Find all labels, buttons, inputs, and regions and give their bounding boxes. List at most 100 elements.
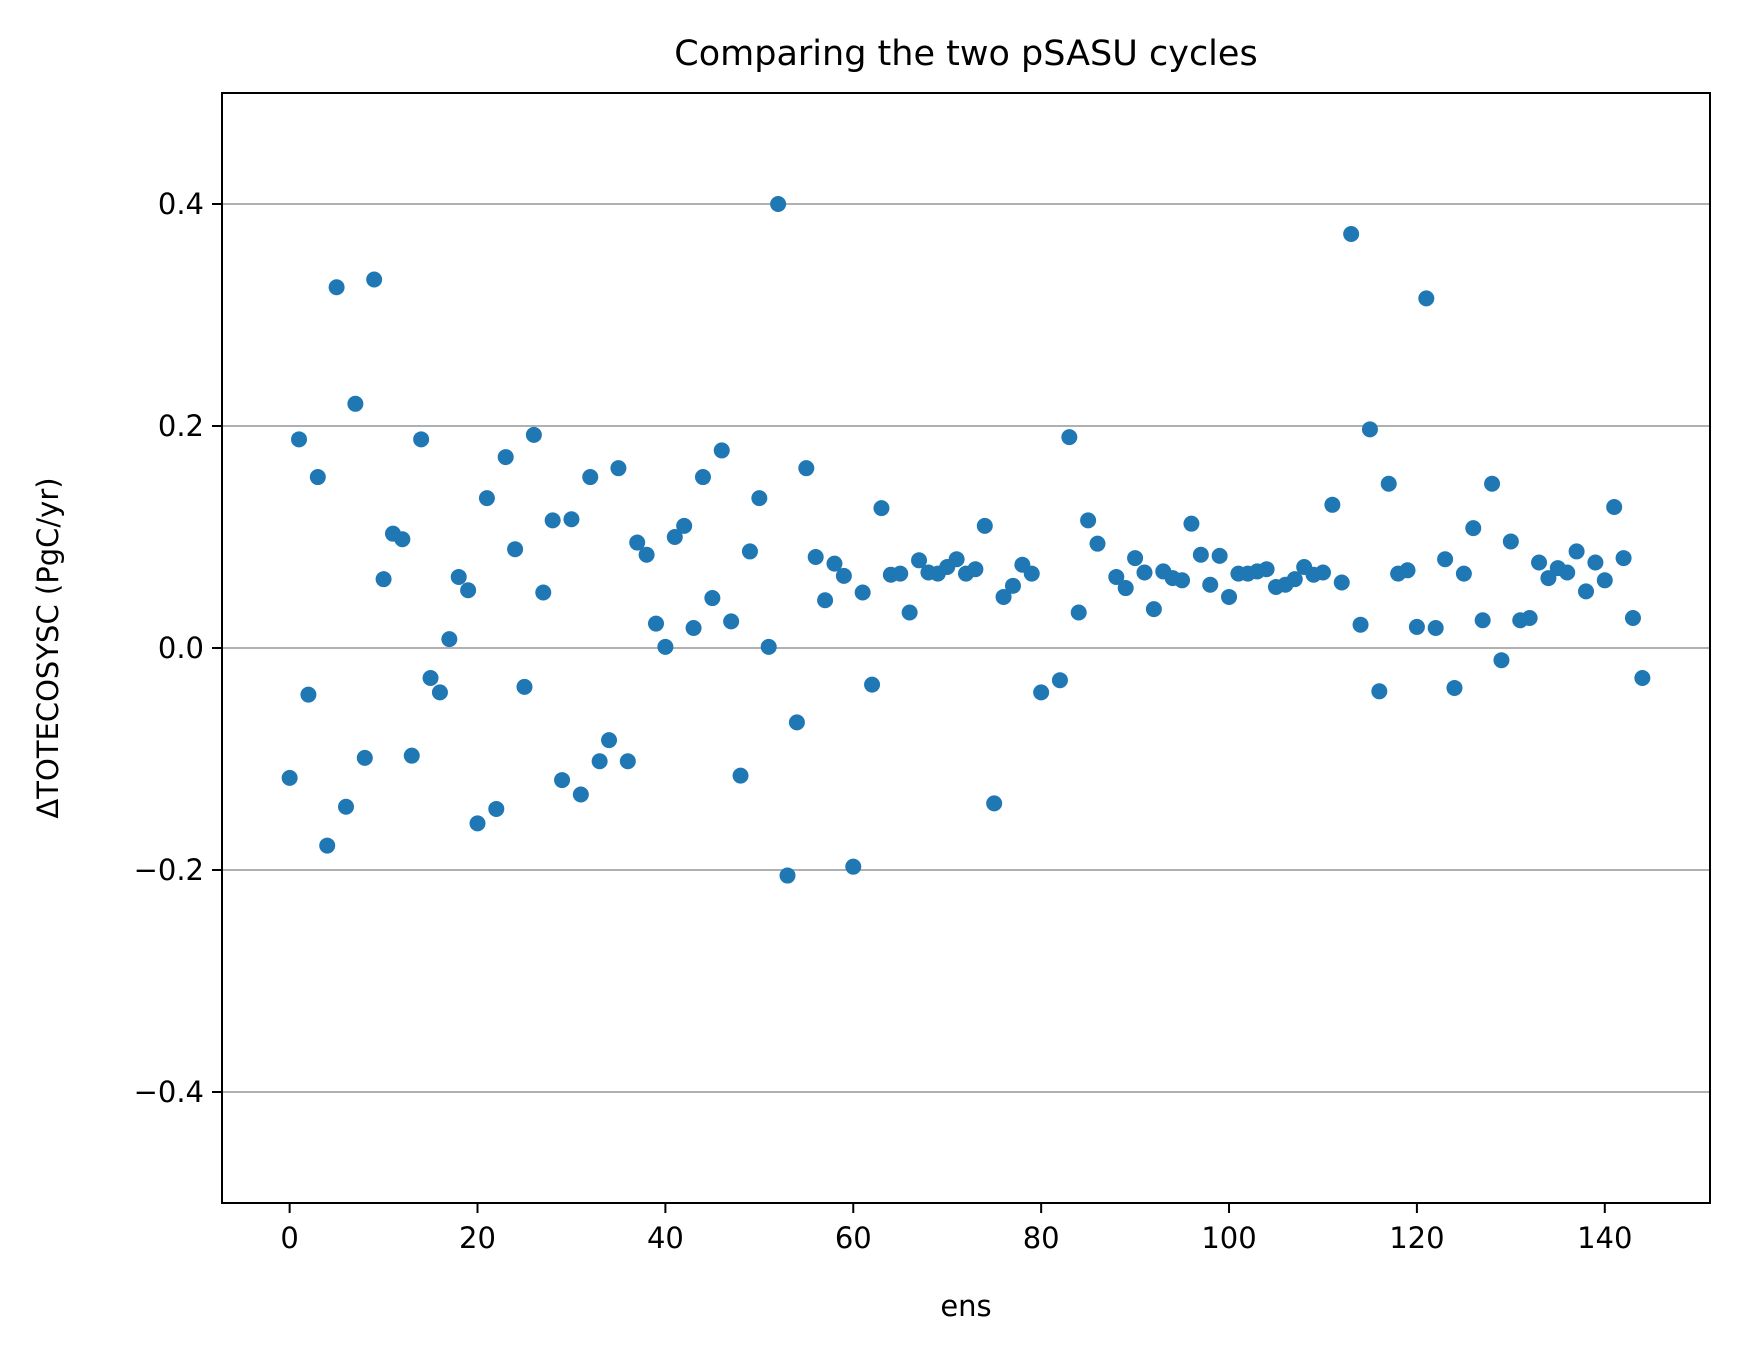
gridlines <box>222 203 1710 1093</box>
data-point <box>507 541 524 558</box>
data-point <box>1455 565 1472 582</box>
x-tick-label: 80 <box>1023 1221 1060 1255</box>
data-point <box>403 747 420 764</box>
data-point <box>338 798 354 815</box>
data-point <box>986 795 1003 812</box>
data-point <box>1380 475 1397 492</box>
data-point <box>760 638 777 655</box>
data-point <box>601 732 618 749</box>
x-tick-label: 100 <box>1201 1221 1256 1255</box>
data-point <box>666 529 683 545</box>
data-point <box>1221 588 1238 605</box>
data-point <box>1596 572 1613 589</box>
data-point <box>478 490 495 507</box>
data-point <box>873 500 890 517</box>
data-point <box>1145 601 1162 618</box>
data-point <box>788 714 805 731</box>
data-point <box>835 567 852 584</box>
data-point <box>422 669 439 686</box>
data-point <box>563 511 580 528</box>
data-point <box>1314 564 1331 581</box>
data-point <box>1080 512 1097 529</box>
data-point <box>1361 421 1378 438</box>
data-point <box>798 460 815 477</box>
data-point <box>431 684 448 701</box>
data-point <box>1089 535 1106 552</box>
y-axis-title: ΔTOTECOSYSC (PgC/yr) <box>31 477 65 818</box>
data-point <box>1606 499 1623 516</box>
data-point <box>817 592 834 609</box>
data-point <box>741 543 758 560</box>
data-point <box>1286 571 1303 588</box>
data-point <box>516 678 533 695</box>
data-point <box>1427 620 1444 637</box>
data-point <box>1465 520 1482 537</box>
data-point <box>610 460 627 477</box>
data-point <box>1061 429 1078 446</box>
data-point <box>328 279 345 296</box>
data-point <box>572 786 589 803</box>
data-point <box>1521 610 1538 627</box>
data-point <box>1192 546 1209 563</box>
data-point <box>657 638 674 655</box>
data-point <box>1343 225 1360 242</box>
data-point <box>1493 652 1510 669</box>
data-point <box>591 753 608 770</box>
data-point <box>1587 554 1604 571</box>
data-point <box>441 631 458 648</box>
data-point <box>1117 580 1134 597</box>
data-point <box>535 584 552 601</box>
data-point <box>1474 612 1491 629</box>
data-point <box>1502 533 1519 550</box>
x-tick-label: 120 <box>1389 1221 1444 1255</box>
data-points <box>281 196 1651 884</box>
data-point <box>300 686 317 703</box>
data-point <box>1634 669 1651 686</box>
y-tick-label: −0.4 <box>134 1075 204 1109</box>
y-tick-label: 0.0 <box>158 631 204 665</box>
y-tick-label: 0.4 <box>158 187 204 221</box>
data-point <box>413 431 430 448</box>
x-tick-label: 60 <box>835 1221 872 1255</box>
data-point <box>1183 515 1200 532</box>
data-point <box>1004 577 1021 594</box>
data-point <box>770 196 787 212</box>
data-point <box>629 534 646 551</box>
data-point <box>1136 564 1153 581</box>
data-point <box>995 588 1012 605</box>
data-point <box>1559 564 1576 581</box>
data-point <box>1540 570 1557 587</box>
data-point <box>366 271 383 288</box>
data-point <box>976 517 993 534</box>
data-point <box>1615 550 1632 567</box>
data-point <box>732 767 749 784</box>
data-point <box>723 613 740 630</box>
data-point <box>713 442 730 459</box>
data-point <box>1408 618 1425 635</box>
data-point <box>1108 568 1125 585</box>
data-point <box>807 548 824 565</box>
data-point <box>648 615 664 632</box>
data-point <box>1324 496 1341 513</box>
data-point <box>497 449 514 466</box>
data-point <box>751 490 768 507</box>
data-point <box>901 604 918 621</box>
data-point <box>892 565 909 582</box>
x-tick-label: 40 <box>647 1221 684 1255</box>
data-point <box>1484 475 1501 492</box>
data-point <box>525 426 542 443</box>
data-point <box>1531 554 1548 571</box>
data-point <box>1578 583 1594 600</box>
data-point <box>544 512 561 529</box>
data-point <box>779 867 796 884</box>
data-point <box>347 395 364 412</box>
data-point <box>1211 547 1228 564</box>
data-point <box>1399 562 1416 579</box>
data-point <box>554 772 571 789</box>
data-point <box>704 590 721 607</box>
data-point <box>319 837 336 854</box>
data-point <box>826 555 843 572</box>
data-point <box>1127 550 1144 567</box>
data-point <box>845 858 862 875</box>
